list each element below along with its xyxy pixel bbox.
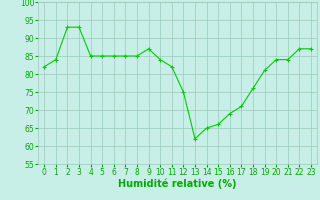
X-axis label: Humidité relative (%): Humidité relative (%) xyxy=(118,179,237,189)
